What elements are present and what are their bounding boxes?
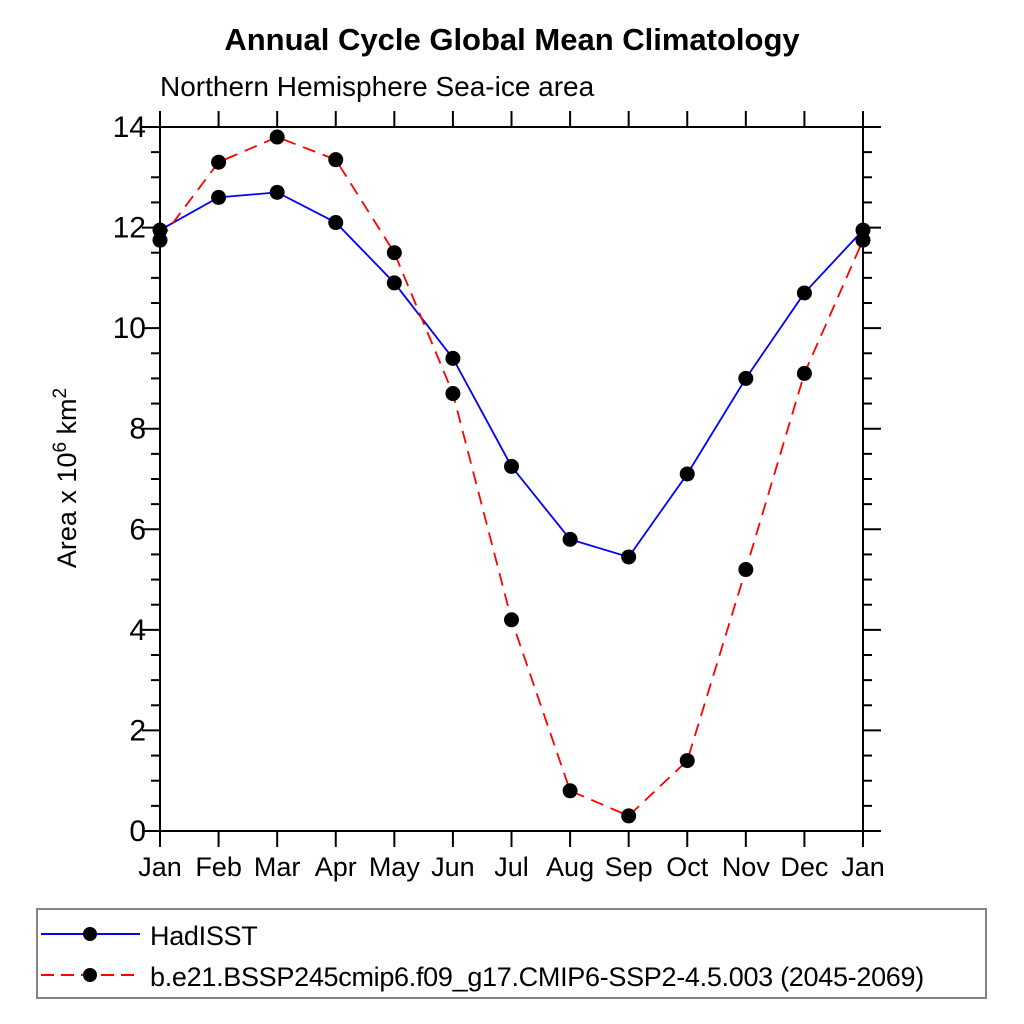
- model-line-swatch: [41, 964, 144, 991]
- ssp245-model-data-point-marker: [855, 232, 871, 248]
- x-tick-label: Jul: [494, 852, 529, 882]
- x-tick-label: Jan: [138, 852, 182, 882]
- chart-title: Annual Cycle Global Mean Climatology: [224, 22, 800, 57]
- ssp245-model-legend-swatch-graphic: [41, 967, 140, 982]
- x-tick-label: Apr: [315, 852, 357, 882]
- hadisst-data-point-marker: [796, 285, 812, 301]
- x-tick-label: Sep: [605, 852, 653, 882]
- ssp245-model-data-point-marker: [679, 753, 695, 769]
- hadisst-legend-swatch-graphic: [41, 926, 140, 941]
- legend-label-hadisst: HadISST: [150, 920, 258, 951]
- legend-item-ssp245-model: b.e21.BSSP245cmip6.f09_g17.CMIP6-SSP2-4.…: [41, 961, 924, 992]
- y-axis-title: Area x 106 km2: [50, 388, 82, 568]
- y-tick-label: 0: [129, 815, 146, 848]
- y-tick-label: 2: [129, 714, 146, 747]
- ssp245-model-data-point-marker: [386, 245, 402, 261]
- y-tick-label: 10: [113, 312, 146, 345]
- legend-box: HadISST b.e21.BSSP245cmip6.f09_g17.CMIP6…: [36, 908, 987, 999]
- ssp245-model-data-point-marker: [445, 386, 461, 402]
- hadisst-data-point-marker: [738, 370, 754, 386]
- ssp245-model-legend-marker: [83, 967, 97, 982]
- x-tick-label: Nov: [722, 852, 771, 882]
- y-tick-label: 12: [113, 212, 146, 245]
- ssp245-model-data-point-marker: [328, 152, 344, 168]
- y-tick-label: 6: [129, 513, 146, 546]
- x-tick-label: Feb: [195, 852, 242, 882]
- hadisst-line-swatch: [41, 923, 144, 950]
- hadisst-data-point-marker: [269, 184, 285, 200]
- hadisst-data-point-marker: [679, 466, 695, 482]
- hadisst-data-point-marker: [621, 549, 637, 565]
- ssp245-model-line: [159, 136, 864, 817]
- plot-border: [159, 126, 864, 832]
- ssp245-model-data-point-marker: [269, 129, 285, 145]
- ssp245-model-data-point-marker: [738, 562, 754, 578]
- hadisst-line: [159, 191, 864, 558]
- hadisst-data-point-marker: [386, 275, 402, 291]
- y-tick-label: 8: [129, 413, 146, 446]
- ssp245-model-data-point-marker: [562, 783, 578, 799]
- x-tick-label: Jun: [431, 852, 475, 882]
- legend-label-ssp245-model: b.e21.BSSP245cmip6.f09_g17.CMIP6-SSP2-4.…: [150, 961, 924, 992]
- chart-subtitle: Northern Hemisphere Sea-ice area: [160, 71, 595, 102]
- ssp245-model-data-point-marker: [796, 365, 812, 381]
- x-tick-label: Mar: [254, 852, 301, 882]
- hadisst-data-point-marker: [328, 215, 344, 231]
- y-tick-label: 14: [113, 111, 146, 144]
- ssp245-model-data-point-marker: [152, 232, 168, 248]
- legend-item-hadisst: HadISST: [41, 920, 258, 951]
- x-tick-label: May: [369, 852, 421, 882]
- ssp245-model-data-point-marker: [621, 808, 637, 824]
- x-tick-label: Jan: [841, 852, 885, 882]
- hadisst-legend-marker: [83, 926, 97, 941]
- hadisst-data-point-marker: [562, 531, 578, 547]
- x-tick-label: Aug: [546, 852, 594, 882]
- hadisst-data-point-marker: [504, 458, 519, 474]
- x-tick-label: Oct: [666, 852, 709, 882]
- ssp245-model-data-point-marker: [504, 612, 519, 628]
- ssp245-model-data-point-marker: [211, 154, 227, 170]
- x-tick-label: Dec: [780, 852, 828, 882]
- hadisst-data-point-marker: [445, 350, 461, 366]
- y-tick-label: 4: [129, 614, 146, 647]
- hadisst-data-point-marker: [211, 189, 227, 205]
